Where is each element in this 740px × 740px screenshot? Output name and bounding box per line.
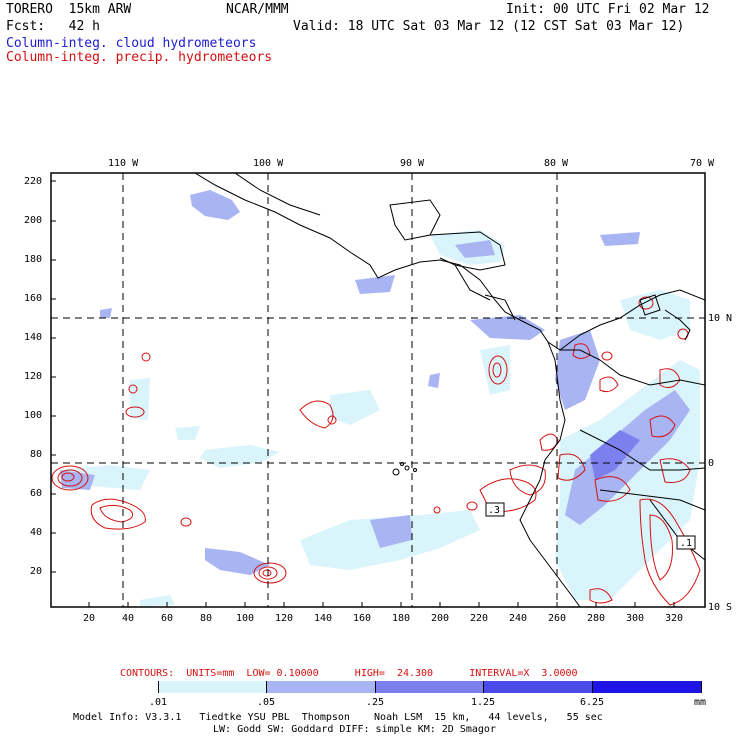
y-label: 180 — [24, 254, 43, 265]
axis-ticks — [51, 180, 675, 607]
colorbar-bin — [51, 681, 159, 693]
y-label: 60 — [30, 488, 43, 499]
lon-label-70w: 70 W — [690, 158, 715, 169]
colorbar-tick-label: 6.25 — [580, 697, 605, 708]
x-label: 320 — [665, 613, 684, 624]
contour-info: CONTOURS: UNITS=mm LOW= 0.10000 HIGH= 24… — [120, 668, 578, 679]
x-label: 220 — [470, 613, 489, 624]
x-label: 60 — [161, 613, 174, 624]
lon-label-100w: 100 W — [253, 158, 284, 169]
colorbar-tick-label: .05 — [257, 697, 276, 708]
physics-info: LW: Godd SW: Goddard DIFF: simple KM: 2D… — [213, 724, 496, 735]
y-label: 140 — [24, 332, 43, 343]
lon-label-80w: 80 W — [544, 158, 569, 169]
x-label: 140 — [314, 613, 333, 624]
cloud-field-label: Column-integ. cloud hydrometeors — [6, 36, 257, 51]
y-label: 80 — [30, 449, 43, 460]
valid-time: Valid: 18 UTC Sat 03 Mar 12 (12 CST Sat … — [293, 19, 685, 34]
precip-field-label: Column-integ. precip. hydrometeors — [6, 50, 273, 65]
latlon-grid — [51, 173, 705, 607]
x-label: 160 — [353, 613, 372, 624]
x-label: 260 — [548, 613, 567, 624]
y-label: 100 — [24, 410, 43, 421]
x-label: 120 — [275, 613, 294, 624]
x-label: 80 — [200, 613, 213, 624]
colorbar-bin — [159, 681, 267, 693]
colorbar-bin — [593, 681, 702, 693]
cloud-shading — [60, 190, 700, 607]
coastlines — [194, 173, 705, 607]
colorbar-bin — [376, 681, 484, 693]
model-title: TORERO 15km ARW — [6, 2, 132, 17]
x-label: 300 — [626, 613, 645, 624]
contour-value-a: .3 — [488, 505, 501, 516]
contour-value-box-b — [676, 535, 696, 550]
colorbar-tick-label: .25 — [366, 697, 385, 708]
x-label: 100 — [236, 613, 255, 624]
lon-label-90w: 90 W — [400, 158, 425, 169]
y-label: 160 — [24, 293, 43, 304]
lat-label-10s: 10 S — [708, 602, 733, 613]
x-label: 20 — [83, 613, 96, 624]
colorbar-bin — [267, 681, 376, 693]
colorbar-tick-label: 1.25 — [471, 697, 496, 708]
x-label: 180 — [392, 613, 411, 624]
y-label: 200 — [24, 215, 43, 226]
plot-frame — [50, 172, 706, 608]
model-info: Model Info: V3.3.1 Tiedtke YSU PBL Thomp… — [73, 712, 603, 723]
organization-label: NCAR/MMM — [226, 2, 289, 17]
init-time: Init: 00 UTC Fri 02 Mar 12 — [506, 2, 710, 17]
y-label: 40 — [30, 527, 43, 538]
y-label: 220 — [24, 176, 43, 187]
x-label: 40 — [122, 613, 135, 624]
forecast-hour: Fcst: 42 h — [6, 19, 100, 34]
lat-label-10n: 10 N — [708, 313, 733, 324]
x-label: 240 — [509, 613, 528, 624]
y-label: 20 — [30, 566, 43, 577]
colorbar-bin — [484, 681, 593, 693]
colorbar-tick-label: .01 — [149, 697, 168, 708]
lon-label-110w: 110 W — [108, 158, 139, 169]
contour-value-box-a — [485, 502, 505, 517]
colorbar-units: mm — [694, 697, 707, 708]
y-label: 120 — [24, 371, 43, 382]
lat-label-0: 0 — [708, 458, 715, 469]
contour-value-b: .1 — [680, 538, 693, 549]
x-label: 280 — [587, 613, 606, 624]
x-label: 200 — [431, 613, 450, 624]
